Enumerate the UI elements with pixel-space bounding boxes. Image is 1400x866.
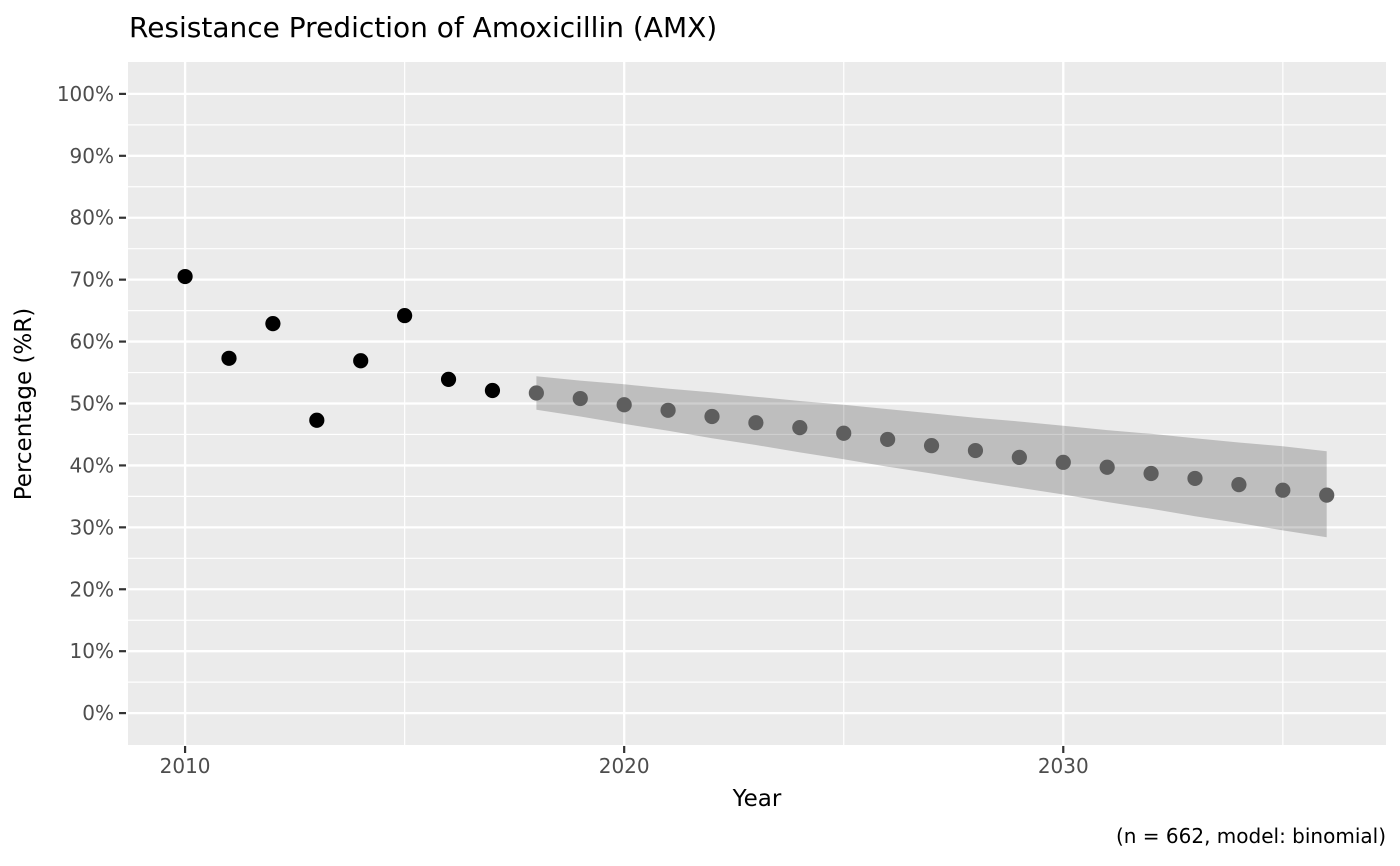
y-tick-label: 60%: [70, 330, 114, 354]
y-axis-title-container: Percentage (%R): [2, 62, 46, 745]
x-tick-label: 2010: [160, 754, 211, 778]
predicted-point: [660, 402, 676, 418]
chart-title: Resistance Prediction of Amoxicillin (AM…: [129, 11, 718, 44]
predicted-point: [792, 420, 808, 436]
observed-point: [484, 382, 501, 399]
predicted-point: [528, 385, 544, 401]
x-axis-title: Year: [732, 786, 782, 812]
predicted-point: [616, 397, 632, 413]
predicted-point: [748, 415, 764, 431]
predicted-point: [1011, 449, 1027, 465]
observed-point: [397, 307, 413, 324]
x-tick-label: 2030: [1038, 754, 1089, 778]
y-tick-label: 40%: [70, 453, 114, 477]
y-tick-label: 50%: [70, 392, 114, 416]
y-tick-label: 90%: [70, 144, 114, 168]
model-caption: (n = 662, model: binomial): [1115, 824, 1386, 848]
predicted-point: [704, 408, 720, 425]
y-tick-label: 100%: [57, 82, 114, 106]
predicted-point: [836, 425, 852, 441]
confidence-ribbon: [536, 376, 1327, 538]
x-tick-label: 2020: [599, 754, 650, 778]
observed-point: [177, 268, 193, 285]
predicted-point: [1187, 470, 1203, 487]
y-axis-title: Percentage (%R): [11, 307, 38, 500]
y-tick-label: 0%: [82, 701, 114, 725]
observed-point: [353, 353, 369, 369]
predicted-point: [1275, 482, 1291, 498]
observed-point: [309, 412, 325, 428]
predicted-point: [572, 390, 588, 407]
predicted-point: [1143, 465, 1159, 482]
observed-point: [440, 371, 457, 387]
y-tick-label: 80%: [70, 206, 114, 230]
predicted-point: [1055, 454, 1071, 470]
predicted-point: [1319, 487, 1335, 503]
observed-point: [265, 316, 281, 332]
predicted-point: [967, 442, 984, 459]
predicted-point: [1231, 477, 1247, 493]
predicted-point: [880, 431, 896, 448]
y-tick-label: 10%: [70, 639, 114, 663]
predicted-point: [1099, 459, 1115, 475]
y-tick-label: 70%: [70, 268, 114, 292]
y-tick-label: 20%: [70, 577, 114, 601]
observed-point: [221, 350, 237, 366]
predicted-point: [923, 438, 940, 454]
y-tick-label: 30%: [70, 515, 114, 539]
